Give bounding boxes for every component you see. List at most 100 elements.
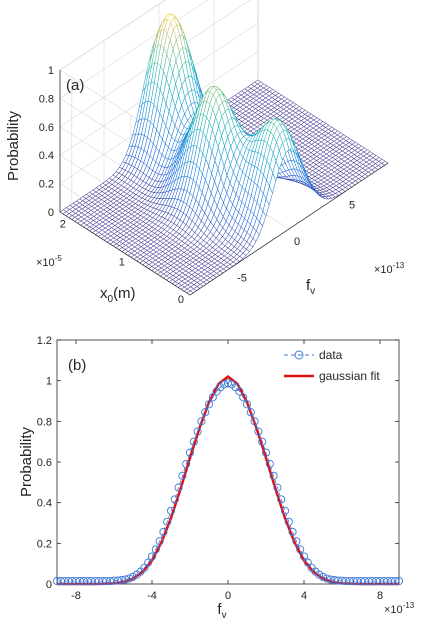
y-axis-label-sub: 0 [108,294,114,305]
data-point [189,437,198,446]
data-point [193,427,202,436]
b-y-tick-label: 0.8 [37,416,52,428]
data-point [125,574,134,583]
data-point [280,506,290,515]
data-point [166,506,176,515]
y-multiplier-base: ×10 [36,257,55,269]
data-point [254,427,263,436]
b-y-tick-label: 0.4 [37,498,52,510]
data-point [235,387,244,396]
panel-label-b: (b) [68,357,86,374]
x-multiplier: ×10-13 [374,261,405,276]
axis-ticks-b: -8 -4 0 4 8 0 0.2 0.4 0.6 0.8 1 1.2 [37,335,399,602]
data-point [246,408,255,417]
surface-mesh [59,13,389,296]
series-gaussian-fit [57,375,399,586]
data-point [239,393,248,402]
z-tick-label: 0 [48,207,54,219]
data-point [242,400,252,409]
data-point [155,537,164,546]
data-point [178,471,187,480]
data-point [299,552,309,561]
data-point [159,527,168,536]
data-point [144,558,153,567]
data-point [322,574,331,583]
b-x-axis-label-sub: v [222,610,227,621]
data-point [223,379,233,388]
data-point [326,575,335,584]
y-multiplier: ×10-5 [36,254,62,269]
b-x-tick-label: 4 [301,590,307,602]
y-multiplier-exp: -5 [55,254,63,263]
data-point [182,459,191,469]
data-point [277,495,286,504]
data-point [140,563,149,572]
data-point [261,448,271,457]
b-x-tick-label: 8 [377,590,383,602]
data-point [288,527,297,536]
data-point [174,483,183,492]
x-tick-label: 0 [294,236,300,248]
data-point [394,576,404,586]
data-point [269,471,278,480]
data-point [197,417,206,426]
z-tick-label: 0.6 [39,122,54,134]
b-x-multiplier-exp: -13 [403,601,415,610]
data-point [201,408,210,417]
x-tick-label: -5 [237,273,247,285]
axis-edge [189,162,389,296]
data-point [296,545,305,554]
data-point [303,558,312,567]
y-tick-label: 1 [119,256,125,268]
data-point [284,517,293,526]
legend-fit-label: gaussian fit [319,369,380,383]
x-multiplier-exp: -13 [393,261,405,270]
data-point [292,537,301,546]
panel-label-a: (a) [66,77,84,94]
data-point [151,545,160,554]
data-point [170,495,179,504]
b-x-multiplier-base: ×10 [384,604,403,616]
data-point [147,552,157,561]
x-axis-label: fv [306,277,315,297]
legend: data gaussian fit [284,348,380,383]
gaussian-fit-line [57,375,399,586]
b-x-axis-label: fv [217,601,226,621]
b-x-tick-label: -4 [147,590,157,602]
legend-data-label: data [319,348,343,362]
data-point [113,576,122,585]
x-multiplier-base: ×10 [374,264,393,276]
data-point [117,576,126,585]
b-y-tick-label: 0.6 [37,457,52,469]
data-point [185,448,195,457]
data-point [204,400,214,409]
z-tick-label: 1 [48,65,54,77]
data-point [273,483,282,492]
axis-edge [59,211,191,296]
data-point [163,517,172,526]
b-x-tick-label: -8 [71,590,81,602]
y-axis-label-main: x [100,285,108,302]
b-y-axis-label: Probability [18,426,35,497]
data-point [318,572,328,581]
z-tick-label: 0.4 [39,150,54,162]
b-x-multiplier: ×10-13 [384,601,415,616]
y-tick-label: 2 [60,219,66,231]
data-point [258,437,267,446]
series-data [52,379,404,586]
line-plot-b: -8 -4 0 4 8 0 0.2 0.4 0.6 0.8 1 1.2 (b) Probability… [18,335,415,621]
b-y-tick-label: 1.2 [37,335,52,347]
b-x-axis-label-main: f [217,601,222,618]
data-point [121,575,130,584]
data-point [391,576,400,586]
b-y-tick-label: 1 [46,376,52,388]
b-x-tick-label: 0 [225,590,231,602]
b-y-tick-label: 0 [46,579,52,591]
y-axis-label: x0(m) [100,285,136,305]
x-axis-label-sub: v [310,286,315,297]
y-tick-label: 0 [178,294,184,306]
y-axis-label-unit: (m) [113,285,136,302]
b-y-tick-label: 0.2 [37,538,52,550]
